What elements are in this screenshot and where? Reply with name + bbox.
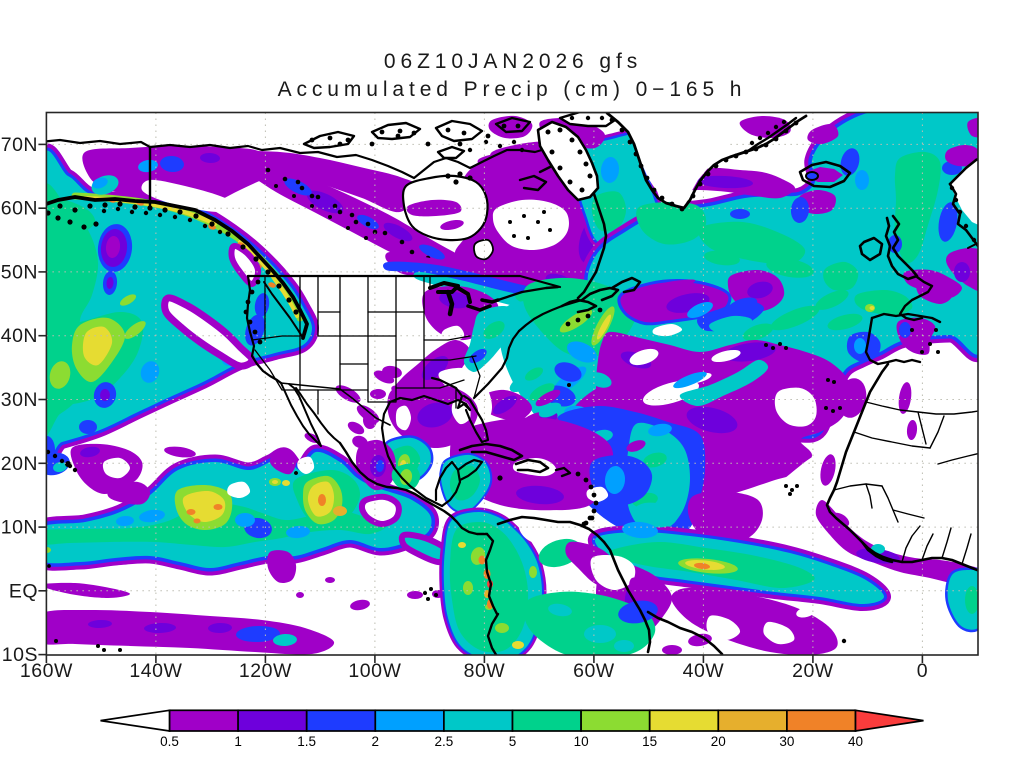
svg-text:20N: 20N (1, 453, 38, 475)
svg-text:0.5: 0.5 (160, 734, 179, 749)
svg-text:06Z10JAN2026 gfs: 06Z10JAN2026 gfs (384, 50, 642, 73)
svg-text:40N: 40N (1, 325, 38, 347)
svg-text:60W: 60W (573, 660, 615, 682)
svg-text:40W: 40W (683, 660, 725, 682)
svg-text:60N: 60N (1, 198, 38, 220)
svg-text:140W: 140W (129, 660, 182, 682)
svg-text:40: 40 (848, 734, 863, 749)
svg-text:120W: 120W (239, 660, 292, 682)
svg-text:70N: 70N (1, 134, 38, 156)
svg-text:20W: 20W (792, 660, 834, 682)
svg-text:80W: 80W (464, 660, 506, 682)
svg-text:10S: 10S (2, 644, 38, 666)
svg-text:2.5: 2.5 (435, 734, 454, 749)
svg-text:10: 10 (574, 734, 589, 749)
svg-text:1.5: 1.5 (297, 734, 316, 749)
svg-text:1: 1 (234, 734, 242, 749)
svg-text:30N: 30N (1, 389, 38, 411)
svg-text:Accumulated Precip (cm) 0−165: Accumulated Precip (cm) 0−165 h (278, 78, 747, 101)
svg-text:30: 30 (779, 734, 794, 749)
svg-text:10N: 10N (1, 517, 38, 539)
svg-text:15: 15 (642, 734, 657, 749)
svg-text:5: 5 (509, 734, 517, 749)
svg-text:160W: 160W (20, 660, 73, 682)
svg-text:2: 2 (372, 734, 380, 749)
svg-text:0: 0 (917, 660, 928, 682)
svg-text:50N: 50N (1, 261, 38, 283)
svg-text:20: 20 (711, 734, 726, 749)
svg-text:100W: 100W (348, 660, 401, 682)
svg-text:EQ: EQ (9, 580, 38, 602)
